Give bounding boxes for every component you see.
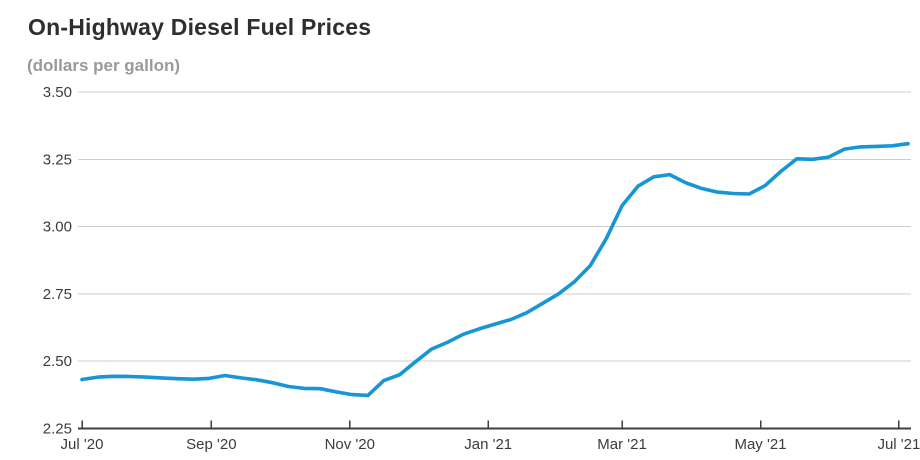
y-axis-label: 2.25	[43, 421, 72, 438]
y-axis-label: 2.75	[43, 286, 72, 303]
x-axis-label: Nov '20	[325, 436, 375, 453]
x-axis-label: Jan '21	[464, 436, 512, 453]
x-axis-label: Mar '21	[597, 436, 647, 453]
y-axis-label: 3.25	[43, 151, 72, 168]
chart-title: On-Highway Diesel Fuel Prices	[28, 14, 372, 40]
chart-units-subtitle: (dollars per gallon)	[27, 56, 181, 75]
x-axis-label: Jul '20	[61, 436, 104, 453]
y-axis-label: 3.00	[43, 219, 72, 236]
chart-plot-area: 2.25 2.50 2.75 3.00 3.25 3.50 Jul '20 Sep '20 No…	[43, 84, 920, 453]
x-axis-label: Jul '21	[877, 436, 920, 453]
y-axis-label: 3.50	[43, 84, 72, 101]
y-axis-label: 2.50	[43, 353, 72, 370]
x-axis-label: May '21	[734, 436, 786, 453]
x-axis-label: Sep '20	[186, 436, 236, 453]
diesel-price-line[interactable]	[80, 141, 910, 398]
